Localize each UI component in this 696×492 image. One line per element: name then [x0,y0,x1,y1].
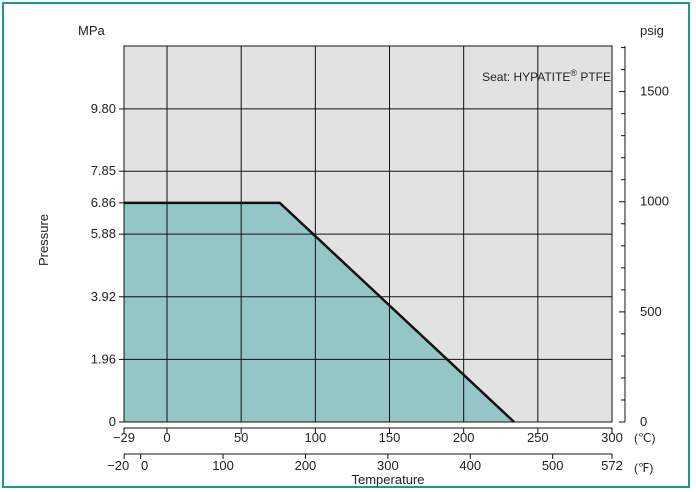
y-left-tick-label: 3.92 [91,289,116,304]
seat-annotation-registered: ® [570,68,577,78]
left-unit-label: MPa [78,23,106,38]
pressure-rating-line [124,201,515,423]
y-right-tick-label: 1500 [640,84,669,99]
x-celsius-tick-label: 50 [234,430,248,445]
rating-area [124,202,515,422]
y-left-tick-label: 5.88 [91,226,116,241]
seat-annotation-suffix: PTFE [577,70,611,84]
y-right-tick-label: 500 [640,304,662,319]
y-left-tick-label: 1.96 [91,351,116,366]
x-celsius-tick-label: 150 [379,430,401,445]
x-celsius-tick-label: −29 [113,430,135,445]
x-celsius-tick-label: 0 [163,430,170,445]
x-fahrenheit-tick-label: 400 [459,458,481,473]
x-fahrenheit-tick-label: 500 [542,458,564,473]
x-fahrenheit-unit: (℉) [634,461,653,475]
seat-annotation: Seat: HYPATITE® PTFE [482,68,611,84]
x-fahrenheit-tick-label: 0 [141,458,148,473]
seat-annotation-prefix: Seat: HYPATITE [482,70,570,84]
x-celsius-tick-label: 200 [453,430,475,445]
plot-layer: 01.963.925.886.867.859.80050010001500−29… [91,45,669,473]
x-fahrenheit-tick-label: 100 [212,458,234,473]
y-right-tick-label: 1000 [640,194,669,209]
y-left-tick-label: 9.80 [91,101,116,116]
x-celsius-tick-label: 250 [527,430,549,445]
x-celsius-tick-label: 100 [304,430,326,445]
x-fahrenheit-tick-label: −20 [107,458,129,473]
y-left-tick-label: 0 [109,414,116,429]
y-left-tick-label: 6.86 [91,195,116,210]
y-axis-title: Pressure [36,214,51,266]
right-unit-label: psig [640,23,664,38]
x-fahrenheit-tick-label: 300 [377,458,399,473]
x-axis-title: Temperature [352,472,425,487]
x-fahrenheit-tick-label: 200 [295,458,317,473]
x-celsius-unit: (℃) [634,431,655,445]
y-right-tick-label: 0 [640,414,647,429]
x-celsius-tick-label: 300 [601,430,623,445]
y-left-tick-label: 7.85 [91,163,116,178]
x-fahrenheit-tick-label: 572 [601,458,623,473]
